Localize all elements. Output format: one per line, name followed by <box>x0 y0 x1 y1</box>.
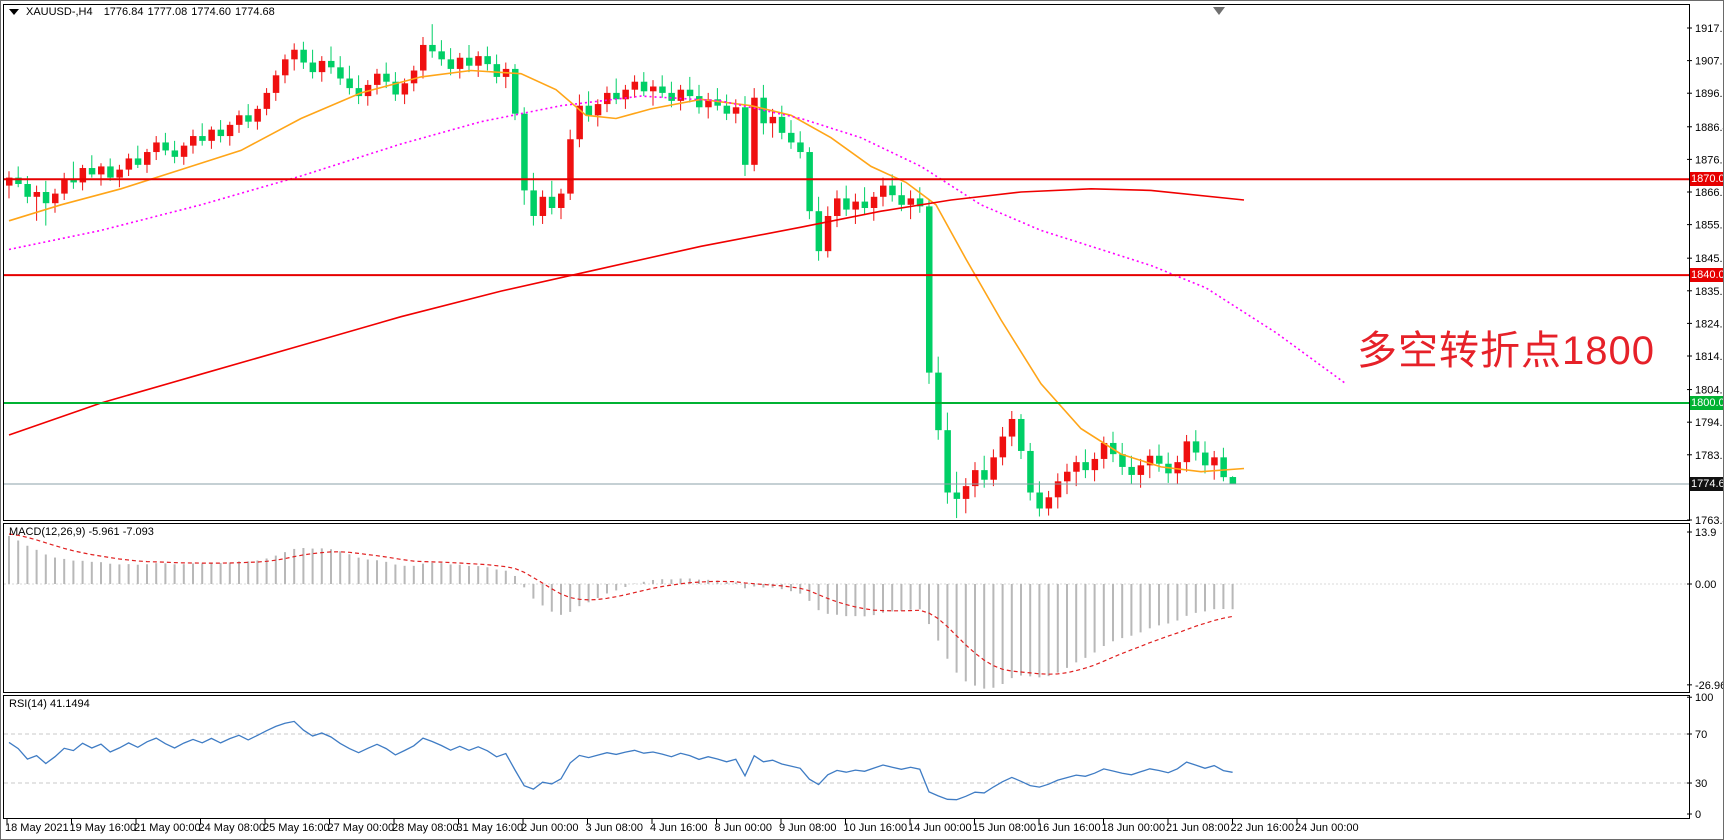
macd-signal-line <box>8 533 1233 675</box>
time-axis-label: 3 Jun 08:00 <box>585 822 644 834</box>
main-chart-panel[interactable] <box>3 4 1690 521</box>
price-badge-1840.00: 1840.00 <box>1690 268 1723 282</box>
svg-text:1814.70: 1814.70 <box>1695 351 1724 363</box>
rsi-panel[interactable] <box>3 695 1690 819</box>
time-axis-label: 8 Jun 00:00 <box>714 822 773 834</box>
svg-text:1835.10: 1835.10 <box>1695 286 1724 298</box>
time-axis-label: 10 Jun 16:00 <box>843 822 908 834</box>
time-axis-ticks <box>6 819 1298 824</box>
svg-text:1783.80: 1783.80 <box>1695 450 1724 462</box>
svg-text:70: 70 <box>1695 729 1707 741</box>
svg-text:1845.30: 1845.30 <box>1695 253 1724 265</box>
time-axis-label: 15 Jun 08:00 <box>972 822 1037 834</box>
time-axis-label: 21 Jun 08:00 <box>1166 822 1230 834</box>
high-value: 1777.08 <box>147 6 188 18</box>
rsi-line <box>8 720 1233 801</box>
svg-text:1907.10: 1907.10 <box>1695 56 1724 68</box>
svg-text:1824.90: 1824.90 <box>1695 318 1724 330</box>
svg-text:1876.20: 1876.20 <box>1695 154 1724 166</box>
price-badge-1774.68: 1774.68 <box>1690 477 1723 491</box>
time-axis-label: 9 Jun 08:00 <box>779 822 837 834</box>
svg-text:-26.966: -26.966 <box>1695 680 1724 692</box>
time-axis-label: 25 May 16:00 <box>263 822 330 834</box>
price-badge-1870.00: 1870.00 <box>1690 172 1723 186</box>
low-value: 1774.60 <box>191 6 231 18</box>
time-axis[interactable]: 18 May 2021 19 May 16:00 21 May 00:00 24 Ma… <box>1 819 1723 839</box>
time-axis-label: 18 Jun 00:00 <box>1101 822 1166 834</box>
rsi-indicator-label: RSI(14) 41.1494 <box>9 698 90 710</box>
price-badge-1800.00: 1800.00 <box>1690 396 1723 410</box>
ma-slow-red <box>8 187 1245 436</box>
time-axis-label: 16 Jun 16:00 <box>1037 822 1101 834</box>
time-axis-label: 27 May 00:00 <box>327 822 395 834</box>
time-axis-label: 31 May 16:00 <box>456 822 524 834</box>
horizontal-level-lines <box>4 178 1689 485</box>
macd-indicator-label: MACD(12,26,9) -5.961 -7.093 <box>9 526 154 538</box>
svg-text:1794.00: 1794.00 <box>1695 417 1724 429</box>
svg-text:0.00: 0.00 <box>1695 579 1716 591</box>
svg-text:1804.20: 1804.20 <box>1695 385 1724 397</box>
time-axis-label: 14 Jun 00:00 <box>908 822 972 834</box>
time-axis-label: 21 May 00:00 <box>134 822 201 834</box>
svg-text:30: 30 <box>1695 778 1707 790</box>
time-axis-label: 24 Jun 00:00 <box>1295 822 1359 834</box>
chart-ohlc-header: XAUUSD-,H4 1776.84 1777.08 1774.60 1774.… <box>9 6 275 18</box>
time-axis-label: 19 May 16:00 <box>69 822 137 834</box>
time-axis-label: 2 Jun 00:00 <box>521 822 579 834</box>
time-axis-label: 18 May 2021 <box>5 822 69 834</box>
svg-text:1855.80: 1855.80 <box>1695 220 1724 232</box>
price-axis-labels: 1917.30 1907.10 1896.90 1886.40 1876.20 1866.… <box>1687 23 1724 821</box>
candlesticks <box>6 24 1237 519</box>
svg-text:1917.30: 1917.30 <box>1695 23 1724 35</box>
time-axis-label: 4 Jun 16:00 <box>650 822 708 834</box>
chevron-down-icon[interactable] <box>9 9 19 15</box>
close-value: 1774.68 <box>234 6 275 18</box>
svg-text:13.9: 13.9 <box>1695 527 1716 539</box>
time-axis-label: 22 Jun 16:00 <box>1230 822 1295 834</box>
ma-fast-orange <box>8 69 1245 473</box>
ma-mid-magenta <box>8 95 1347 385</box>
chart-annotation-text[interactable]: 多空转折点1800 <box>1357 329 1655 373</box>
macd-histogram <box>8 535 1234 689</box>
chart-shift-icon[interactable] <box>1213 7 1225 15</box>
symbol-period-label: XAUUSD-,H4 <box>26 6 93 18</box>
svg-text:1763.40: 1763.40 <box>1695 515 1724 527</box>
rsi-level-lines <box>4 733 1689 784</box>
svg-text:1866.00: 1866.00 <box>1695 187 1724 199</box>
svg-text:1896.90: 1896.90 <box>1695 88 1724 100</box>
svg-text:0: 0 <box>1695 809 1701 821</box>
time-axis-label: 24 May 08:00 <box>198 822 266 834</box>
open-value: 1776.84 <box>103 6 144 18</box>
svg-text:100: 100 <box>1695 692 1713 704</box>
time-axis-label: 28 May 08:00 <box>392 822 459 834</box>
svg-text:1886.40: 1886.40 <box>1695 122 1724 134</box>
